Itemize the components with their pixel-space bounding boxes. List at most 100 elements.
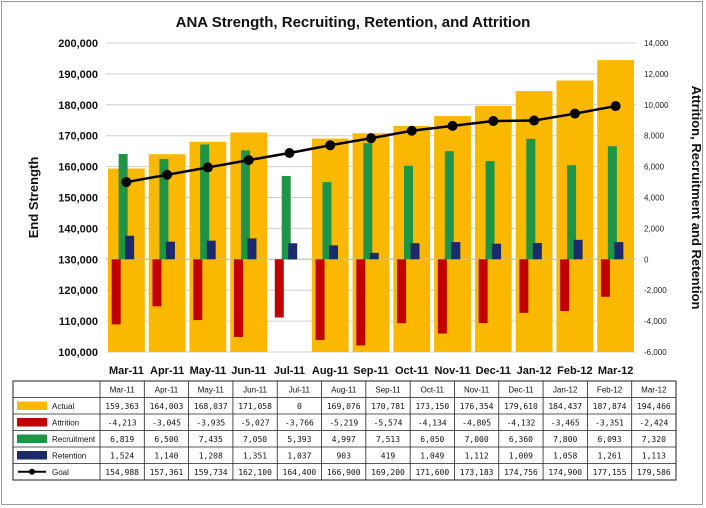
legend-key-attrition [17, 418, 47, 427]
attrition-bar [274, 259, 284, 318]
table-cell: 179,610 [504, 402, 538, 411]
table-cell: 159,734 [194, 468, 228, 477]
y2-axis-title: Attrition, Recruitment and Retention [689, 86, 704, 310]
table-cell: 154,988 [105, 468, 139, 477]
table-header-cell: Mar-11 [110, 386, 135, 395]
table-cell: 903 [336, 452, 351, 461]
goal-point [162, 169, 173, 180]
table-cell: 187,874 [593, 402, 627, 411]
table-cell: -3,045 [152, 419, 181, 428]
table-cell: 170,781 [371, 402, 405, 411]
table-cell: 164,400 [283, 468, 317, 477]
recruitment-bar [485, 161, 495, 260]
table-cell: 174,900 [548, 468, 582, 477]
table-cell: -3,465 [551, 419, 580, 428]
table-cell: 159,363 [105, 402, 139, 411]
recruitment-bar [281, 175, 291, 260]
table-cell: 169,200 [371, 468, 405, 477]
chart-title: ANA Strength, Recruiting, Retention, and… [176, 14, 531, 31]
goal-point [447, 120, 458, 131]
table-cell: 194,466 [637, 402, 671, 411]
x-tick-label: Aug-11 [312, 365, 349, 377]
recruitment-bar [159, 158, 169, 260]
table-row-label: Recruitment [52, 435, 96, 444]
table-cell: 6,093 [597, 435, 621, 444]
table-header-cell: May-11 [198, 386, 225, 395]
table-cell: 1,112 [465, 452, 489, 461]
table-cell: 1,351 [243, 452, 267, 461]
table-cell: 1,058 [553, 452, 577, 461]
table-cell: 419 [381, 452, 396, 461]
goal-point [406, 125, 417, 136]
table-cell: 1,261 [597, 452, 621, 461]
recruitment-bar [607, 146, 617, 260]
table-cell: 179,586 [637, 468, 671, 477]
recruitment-bar [240, 150, 250, 260]
table-cell: 168,037 [194, 402, 228, 411]
retention-bar [532, 242, 542, 260]
table-cell: -4,805 [462, 419, 491, 428]
table-cell: -4,134 [418, 419, 447, 428]
table-cell: 157,361 [150, 468, 184, 477]
table-cell: 0 [297, 402, 302, 411]
table-cell: 174,756 [504, 468, 538, 477]
x-tick-label: Jan-12 [517, 365, 552, 377]
attrition-bar [111, 259, 121, 325]
y-tick-label: 200,000 [58, 38, 98, 50]
y2-tick-label: -6,000 [644, 348, 667, 357]
table-cell: 7,435 [199, 435, 223, 444]
retention-bar [451, 242, 461, 260]
retention-bar [125, 235, 135, 260]
goal-point [569, 108, 580, 119]
table-cell: 7,513 [376, 435, 400, 444]
recruitment-bar [526, 138, 536, 260]
table-cell: 171,600 [415, 468, 449, 477]
table-cell: 6,819 [110, 435, 134, 444]
recruitment-bar [118, 153, 128, 260]
table-cell: 1,009 [509, 452, 533, 461]
table-cell: 184,437 [548, 402, 582, 411]
retention-bar [328, 245, 338, 260]
y-tick-label: 160,000 [58, 162, 98, 174]
goal-point [529, 115, 540, 126]
table-header-cell: Jul-11 [289, 386, 311, 395]
table-cell: 164,003 [150, 402, 184, 411]
retention-bar [410, 243, 420, 260]
table-header-cell: Sep-11 [375, 386, 401, 395]
table-cell: 7,050 [243, 435, 267, 444]
attrition-bar [560, 259, 570, 312]
y2-tick-label: 8,000 [644, 132, 665, 141]
table-cell: -3,935 [196, 419, 225, 428]
goal-point [202, 162, 213, 173]
table-row-label: Goal [52, 468, 69, 477]
table-cell: 6,050 [420, 435, 444, 444]
retention-bar [369, 252, 379, 260]
goal-point [121, 177, 132, 188]
attrition-bar [397, 259, 407, 324]
table-cell: 6,500 [154, 435, 178, 444]
y-tick-label: 170,000 [58, 131, 98, 143]
x-tick-label: Oct-11 [395, 365, 429, 377]
attrition-bar [600, 259, 610, 297]
table-cell: 171,058 [238, 402, 272, 411]
x-tick-label: Mar-11 [109, 365, 144, 377]
x-tick-label: Jun-11 [231, 365, 266, 377]
table-header-cell: Aug-11 [331, 386, 357, 395]
y-tick-label: 140,000 [58, 223, 98, 235]
table-header-cell: Jun-11 [243, 386, 267, 395]
table-cell: 173,150 [415, 402, 449, 411]
retention-bar [247, 238, 257, 260]
legend-key-goal-point [29, 468, 35, 475]
table-header-cell: Feb-12 [597, 386, 623, 395]
y-tick-label: 190,000 [58, 69, 98, 81]
retention-bar [573, 239, 583, 260]
retention-bar [165, 241, 175, 260]
retention-bar [288, 243, 298, 260]
table-cell: 6,360 [509, 435, 533, 444]
table-cell: -4,213 [108, 419, 137, 428]
table-cell: 4,997 [332, 435, 356, 444]
table-cell: 162,100 [238, 468, 272, 477]
x-tick-label: Feb-12 [557, 365, 592, 377]
